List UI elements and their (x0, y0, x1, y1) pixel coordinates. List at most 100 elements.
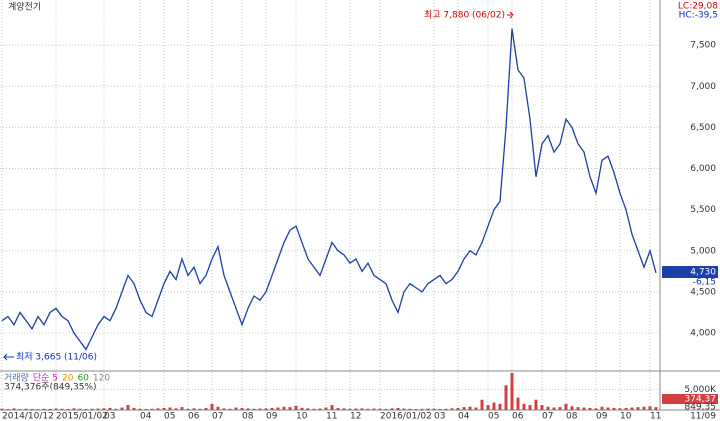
legend-entry: 20 (62, 374, 74, 384)
last-volume-box (662, 394, 718, 404)
volume-bar (12, 408, 16, 410)
volume-bar (414, 408, 418, 410)
volume-bar (222, 408, 226, 410)
volume-bar (474, 407, 478, 410)
volume-bar (6, 408, 10, 410)
y-tick-label: 6,000 (690, 164, 716, 174)
volume-bar (48, 408, 52, 410)
annotation: 최고 7,880 (06/02) (424, 10, 505, 21)
volume-bar (522, 403, 526, 410)
volume-bar (432, 408, 436, 410)
volume-bar (606, 407, 610, 410)
volume-bar (396, 407, 400, 410)
volume-bar (78, 408, 82, 410)
volume-bar (186, 408, 190, 410)
volume-bar (426, 408, 430, 410)
volume-bar (198, 408, 202, 410)
volume-bar (270, 407, 274, 410)
volume-bar (0, 408, 4, 410)
volume-bar (468, 406, 472, 410)
volume-bar (216, 406, 220, 410)
volume-bar (294, 405, 298, 410)
volume-bar (330, 405, 334, 410)
y-tick-label: 7,000 (690, 82, 716, 92)
volume-bar (162, 407, 166, 410)
x-tick-label: 10 (296, 412, 308, 421)
volume-bar (126, 405, 130, 410)
x-tick-label: 06 (512, 412, 524, 421)
annotation-arrow (3, 353, 14, 361)
volume-bar (210, 403, 214, 410)
x-tick-label: 09 (266, 412, 278, 421)
volume-bar (612, 407, 616, 410)
volume-bar (486, 405, 490, 410)
volume-bar (618, 408, 622, 410)
volume-bar (204, 407, 208, 410)
volume-bar (324, 407, 328, 410)
volume-bar (642, 406, 646, 410)
x-tick-label: 2016/01/02 (380, 412, 432, 421)
x-tick-label: 2015/01/02 (56, 412, 108, 421)
volume-bar (372, 408, 376, 410)
volume-bar (570, 406, 574, 410)
volume-bar (288, 407, 292, 410)
volume-bar (564, 403, 568, 410)
last-price-box (662, 266, 718, 278)
volume-bar (342, 408, 346, 410)
volume-bar (450, 408, 454, 410)
volume-bar (240, 407, 244, 410)
volume-bar (498, 403, 502, 410)
volume-bar (600, 406, 604, 410)
volume-bar (552, 407, 556, 410)
volume-bar (360, 408, 364, 410)
y-tick-label: 5,000 (690, 246, 716, 256)
volume-bar (252, 408, 256, 410)
volume-bar (582, 407, 586, 410)
volume-bar (90, 408, 94, 410)
last-price: 4,730 (690, 268, 716, 278)
volume-bar (558, 407, 562, 410)
volume-bar (246, 408, 250, 410)
last-change: -6,15 (693, 278, 716, 288)
volume-bar (174, 408, 178, 410)
volume-bar (312, 408, 316, 410)
volume-bar (654, 407, 658, 410)
volume-bar (408, 408, 412, 410)
volume-bar (504, 385, 508, 410)
volume-bar (60, 408, 64, 410)
volume-bar (36, 409, 40, 410)
volume-bar (336, 407, 340, 410)
x-tick-label: 05 (488, 412, 499, 421)
volume-bar (138, 408, 142, 410)
volume-bar (636, 407, 640, 410)
volume-bar (156, 408, 160, 410)
last-volume-ratio: 849,35 (685, 403, 717, 413)
volume-bar (438, 408, 442, 410)
volume-bar (378, 408, 382, 410)
volume-bar (264, 408, 268, 410)
volume-bar (18, 409, 22, 410)
corner-label: HC:-39,5 (679, 11, 718, 21)
volume-bar (576, 407, 580, 410)
legend-entry: 단순 5 (33, 373, 58, 384)
volume-bar (54, 408, 58, 410)
volume-bar (456, 407, 460, 410)
volume-bar (192, 408, 196, 410)
volume-bar (234, 407, 238, 410)
volume-bar (258, 408, 262, 410)
volume-bar (84, 408, 88, 410)
y-tick-label: 4,500 (690, 287, 716, 297)
volume-bar (492, 402, 496, 410)
price-line (1, 28, 657, 351)
volume-summary: 374,376주(849,35%) (4, 382, 97, 393)
volume-bar (132, 407, 136, 410)
volume-bar (30, 408, 34, 410)
volume-bar (420, 408, 424, 410)
y-tick-label: 5,500 (690, 205, 716, 215)
x-tick-label: 03 (104, 412, 115, 421)
x-tick-label: 2014/10/12 (2, 412, 54, 421)
volume-bar (390, 408, 394, 410)
x-end-label: 11/09 (690, 412, 716, 421)
